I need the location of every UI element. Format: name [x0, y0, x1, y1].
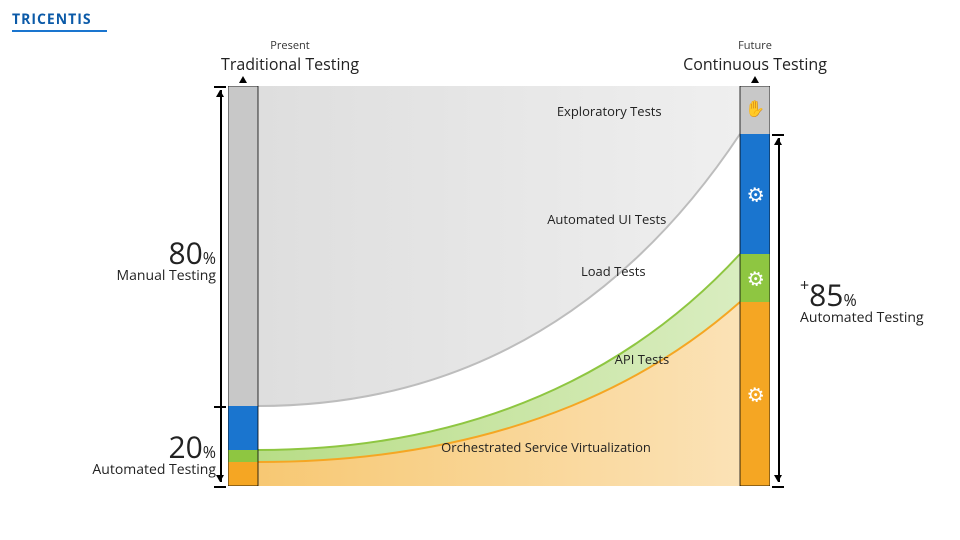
arrowhead	[774, 138, 782, 145]
chart-svg	[228, 86, 770, 486]
bar-seg-api	[228, 462, 258, 486]
arrowhead	[216, 90, 224, 97]
triangle-marker	[751, 76, 759, 83]
bar-seg-load	[228, 450, 258, 462]
arrowhead	[216, 475, 224, 482]
bar-seg-exploratory	[228, 86, 258, 406]
auto-right-label: Automated Testing	[800, 308, 924, 327]
arrowhead	[774, 475, 782, 482]
arrow-line	[778, 138, 780, 482]
hand-icon: ✋	[743, 96, 767, 120]
transition-chart: Exploratory Tests Automated UI Tests Load …	[228, 86, 770, 486]
triangle-marker	[239, 76, 247, 83]
tick-mark	[214, 486, 226, 488]
inside-label: Exploratory Tests	[557, 102, 662, 120]
tick-mark	[772, 486, 784, 488]
left-col-small: Present	[190, 38, 390, 53]
inside-label: Orchestrated Service Virtualization	[441, 438, 651, 456]
tick-mark	[772, 134, 784, 136]
brand-logo: TRICENTIS	[12, 10, 92, 29]
brand-text: TRICENTIS	[12, 10, 92, 29]
brand-underline	[12, 30, 107, 32]
inside-label: Load Tests	[581, 262, 646, 280]
arrow-line	[220, 90, 222, 482]
right-col-small: Future	[640, 38, 870, 53]
auto-right-prefix: +	[800, 274, 809, 296]
inside-label: Automated UI Tests	[547, 210, 666, 228]
auto-left-label: Automated Testing	[90, 460, 216, 479]
left-col-big: Traditional Testing	[190, 53, 390, 75]
tick-mark	[214, 86, 226, 88]
left-column-header: Present Traditional Testing	[190, 38, 390, 75]
inside-label: API Tests	[615, 350, 670, 368]
right-column-header: Future Continuous Testing	[640, 38, 870, 75]
bar-seg-ui	[228, 406, 258, 450]
manual-label: Manual Testing	[100, 266, 216, 285]
right-col-big: Continuous Testing	[640, 53, 870, 75]
